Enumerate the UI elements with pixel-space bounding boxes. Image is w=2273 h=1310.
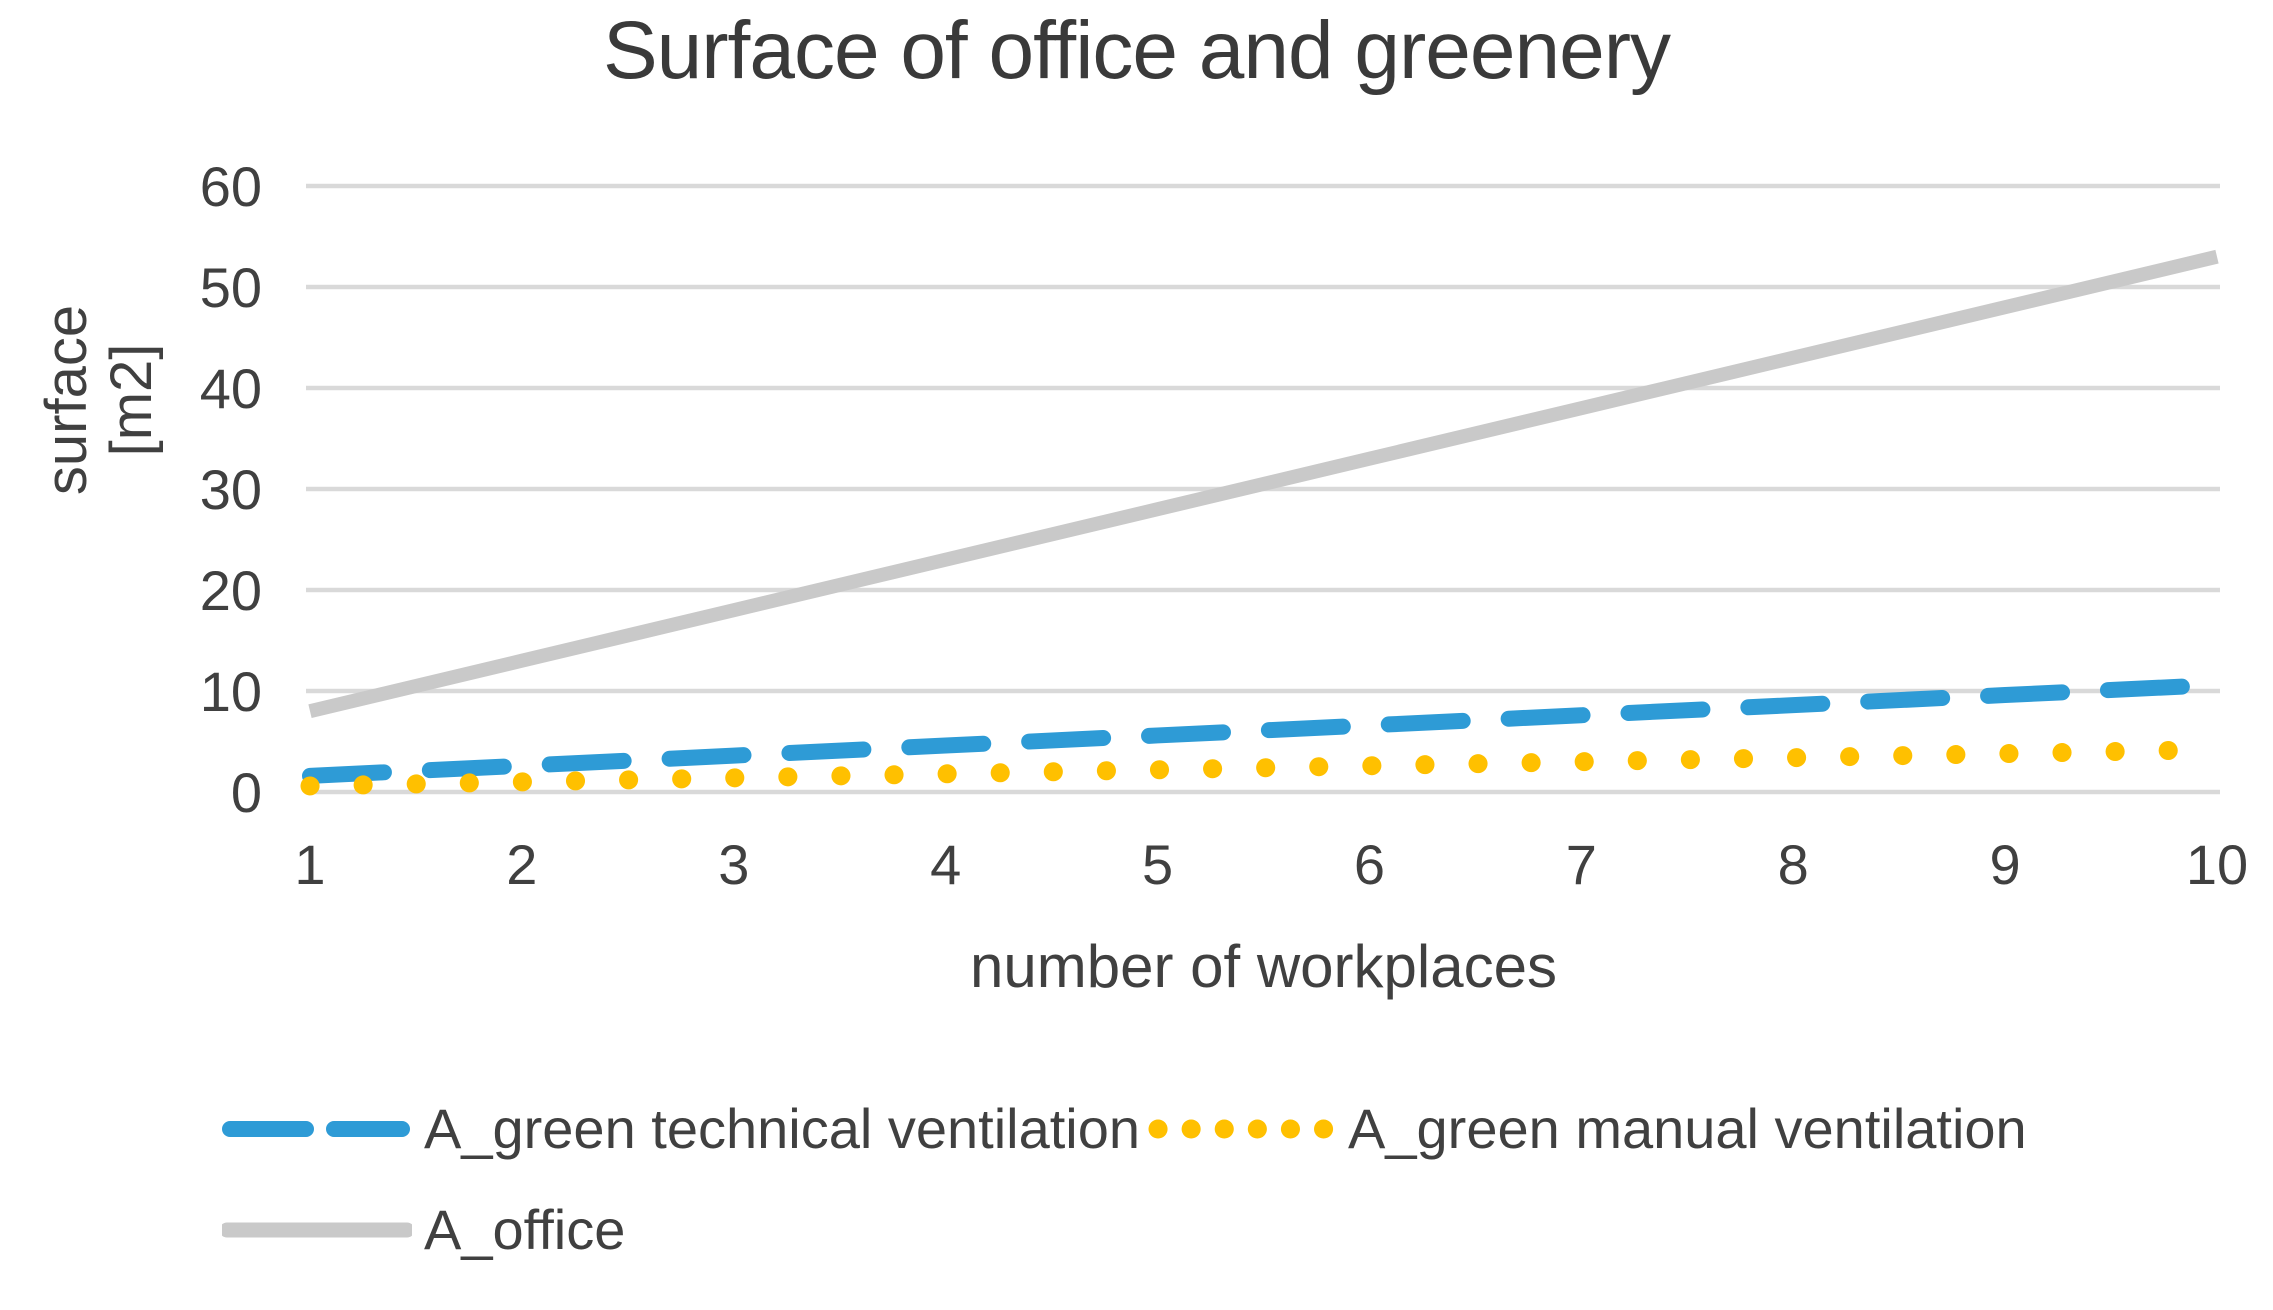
legend-label: A_green technical ventilation	[424, 1097, 1141, 1160]
x-tick-label: 7	[1566, 833, 1597, 896]
y-tick-label: 50	[200, 256, 262, 319]
x-tick-label: 4	[930, 833, 961, 896]
series-line-a-green-technical-ventilation	[302, 676, 2225, 784]
dashed-line-swatch-icon	[222, 1120, 410, 1137]
legend-item-a-green-technical-ventilation: A_green technical ventilation	[222, 1096, 1146, 1161]
x-tick-label: 2	[506, 833, 537, 896]
dotted-line-swatch-icon	[1148, 1119, 1334, 1138]
x-tick-label: 6	[1354, 833, 1385, 896]
x-tick-label: 10	[2186, 833, 2248, 896]
x-tick-label: 8	[1778, 833, 1809, 896]
legend: A_green technical ventilation A_green man…	[222, 1096, 2202, 1262]
x-axis-title: number of workplaces	[970, 933, 1557, 1000]
x-tick-label: 9	[1990, 833, 2021, 896]
y-tick-label: 60	[200, 155, 262, 218]
series-line-a-green-manual-ventilation	[300, 740, 2227, 796]
x-tick-label: 5	[1142, 833, 1173, 896]
x-tick-label: 1	[294, 833, 325, 896]
legend-label: A_green manual ventilation	[1348, 1097, 2027, 1160]
y-tick-label: 0	[231, 761, 262, 824]
solid-line-swatch-icon	[222, 1222, 412, 1237]
y-tick-label: 10	[200, 660, 262, 723]
chart-title: Surface of office and greenery	[602, 5, 1671, 96]
legend-item-a-green-manual-ventilation: A_green manual ventilation	[1146, 1096, 2033, 1161]
legend-item-a-office: A_office	[222, 1197, 631, 1262]
legend-label: A_office	[424, 1198, 626, 1261]
y-tick-label: 40	[200, 357, 262, 420]
x-tick-label: 3	[718, 833, 749, 896]
series-line-a-office	[308, 249, 2219, 719]
y-tick-label: 30	[200, 458, 262, 521]
y-tick-label: 20	[200, 559, 262, 622]
